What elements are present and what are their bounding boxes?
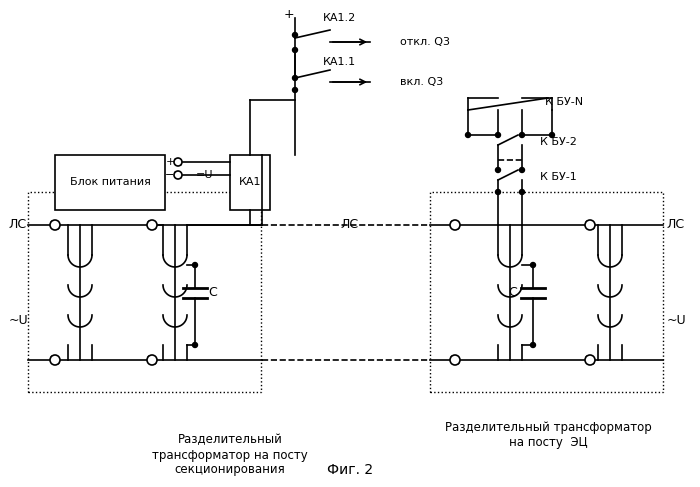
Text: КА1.1: КА1.1 [323,57,356,67]
Text: КА1: КА1 [239,177,261,187]
Text: ~U: ~U [8,314,28,326]
Circle shape [293,33,297,37]
Text: ~U: ~U [666,314,686,326]
Text: Фиг. 2: Фиг. 2 [327,463,373,477]
Circle shape [550,132,554,137]
Text: К БУ-N: К БУ-N [545,97,583,107]
Circle shape [496,168,500,172]
Bar [230,155,270,210]
Circle shape [585,355,595,365]
Text: Блок питания: Блок питания [69,177,150,187]
Text: К БУ-1: К БУ-1 [540,172,577,182]
Bar [28,192,261,392]
Circle shape [519,168,524,172]
Circle shape [193,342,197,348]
Circle shape [193,262,197,267]
Circle shape [147,355,157,365]
Text: +: + [284,8,294,21]
Text: C: C [209,286,218,300]
Text: −: − [165,170,175,180]
Circle shape [585,220,595,230]
Text: вкл. Q3: вкл. Q3 [400,77,443,87]
Circle shape [519,189,524,194]
Circle shape [496,132,500,137]
Circle shape [293,75,297,80]
Text: КА1.2: КА1.2 [323,13,356,23]
Circle shape [531,262,536,267]
Circle shape [466,132,470,137]
Circle shape [293,48,297,53]
Circle shape [450,220,460,230]
Circle shape [519,132,524,137]
Circle shape [450,355,460,365]
Text: откл. Q3: откл. Q3 [400,37,450,47]
Circle shape [50,355,60,365]
Text: +: + [165,157,175,167]
Circle shape [496,189,500,194]
Bar [55,155,165,210]
Circle shape [174,158,182,166]
Circle shape [174,171,182,179]
Text: Разделительный трансформатор
на посту  ЭЦ: Разделительный трансформатор на посту ЭЦ [444,421,652,449]
Text: ЛС: ЛС [341,219,359,231]
Circle shape [147,220,157,230]
Bar [430,192,663,392]
Circle shape [50,220,60,230]
Text: Разделительный
трансформатор на посту
секционирования: Разделительный трансформатор на посту се… [152,433,308,476]
Text: C: C [509,286,517,300]
Circle shape [531,342,536,348]
Text: ЛС: ЛС [9,219,27,231]
Circle shape [293,88,297,93]
Text: ЛС: ЛС [667,219,685,231]
Text: К БУ-2: К БУ-2 [540,137,577,147]
Text: =U: =U [196,170,214,180]
